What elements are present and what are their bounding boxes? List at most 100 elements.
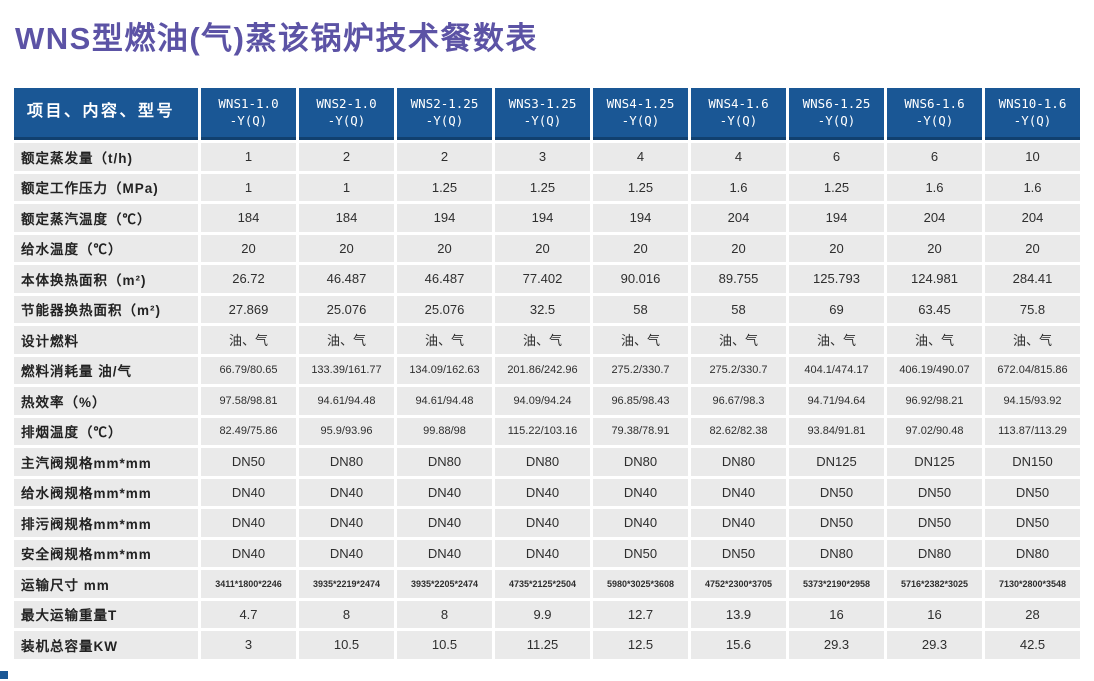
value-cell: 油、气 — [887, 326, 982, 354]
value-cell: 204 — [691, 204, 786, 232]
value-cell: 46.487 — [299, 265, 394, 293]
model-header-cell: WNS4-1.25 -Y(Q) — [593, 88, 688, 140]
value-cell: 46.487 — [397, 265, 492, 293]
value-cell: 82.49/75.86 — [201, 417, 296, 445]
row-label: 安全阀规格mm*mm — [14, 539, 198, 567]
value-cell: 29.3 — [789, 631, 884, 659]
value-cell: 194 — [495, 204, 590, 232]
value-cell: 2 — [397, 143, 492, 171]
value-cell: 1.6 — [985, 173, 1080, 201]
value-cell: 4 — [593, 143, 688, 171]
value-cell: 404.1/474.17 — [789, 356, 884, 384]
value-cell: 15.6 — [691, 631, 786, 659]
value-cell: 194 — [789, 204, 884, 232]
row-label: 额定蒸汽温度（℃） — [14, 204, 198, 232]
value-cell: 194 — [593, 204, 688, 232]
value-cell: 89.755 — [691, 265, 786, 293]
row-label: 排污阀规格mm*mm — [14, 509, 198, 537]
value-cell: 194 — [397, 204, 492, 232]
value-cell: DN50 — [593, 539, 688, 567]
value-cell: 8 — [397, 600, 492, 628]
value-cell: DN40 — [495, 478, 590, 506]
value-cell: 82.62/82.38 — [691, 417, 786, 445]
value-cell: 12.5 — [593, 631, 688, 659]
value-cell: 油、气 — [495, 326, 590, 354]
value-cell: 油、气 — [789, 326, 884, 354]
value-cell: 4.7 — [201, 600, 296, 628]
value-cell: 184 — [201, 204, 296, 232]
value-cell: 201.86/242.96 — [495, 356, 590, 384]
value-cell: 8 — [299, 600, 394, 628]
row-label: 节能器换热面积（m²) — [14, 295, 198, 323]
row-label: 本体换热面积（m²) — [14, 265, 198, 293]
value-cell: 油、气 — [201, 326, 296, 354]
value-cell: 5373*2190*2958 — [789, 570, 884, 598]
value-cell: 69 — [789, 295, 884, 323]
value-cell: 13.9 — [691, 600, 786, 628]
value-cell: 3 — [495, 143, 590, 171]
value-cell: 1.25 — [789, 173, 884, 201]
value-cell: 58 — [593, 295, 688, 323]
value-cell: 32.5 — [495, 295, 590, 323]
value-cell: DN40 — [691, 509, 786, 537]
value-cell: 96.67/98.3 — [691, 387, 786, 415]
value-cell: 20 — [789, 234, 884, 262]
row-label: 热效率（%） — [14, 387, 198, 415]
value-cell: 115.22/103.16 — [495, 417, 590, 445]
value-cell: 75.8 — [985, 295, 1080, 323]
corner-header-cell: 项目、内容、型号 — [14, 88, 198, 140]
value-cell: 94.71/94.64 — [789, 387, 884, 415]
value-cell: 3411*1800*2246 — [201, 570, 296, 598]
value-cell: DN80 — [299, 448, 394, 476]
value-cell: 1.25 — [397, 173, 492, 201]
model-header-cell: WNS6-1.25 -Y(Q) — [789, 88, 884, 140]
value-cell: DN40 — [299, 509, 394, 537]
value-cell: 3935*2219*2474 — [299, 570, 394, 598]
value-cell: DN40 — [495, 509, 590, 537]
row-label: 给水阀规格mm*mm — [14, 478, 198, 506]
value-cell: 79.38/78.91 — [593, 417, 688, 445]
value-cell: 1.25 — [593, 173, 688, 201]
value-cell: 97.58/98.81 — [201, 387, 296, 415]
row-label: 燃料消耗量 油/气 — [14, 356, 198, 384]
value-cell: DN50 — [789, 478, 884, 506]
value-cell: 406.19/490.07 — [887, 356, 982, 384]
value-cell: 20 — [691, 234, 786, 262]
value-cell: 96.85/98.43 — [593, 387, 688, 415]
value-cell: 12.7 — [593, 600, 688, 628]
value-cell: 25.076 — [299, 295, 394, 323]
value-cell: 20 — [495, 234, 590, 262]
value-cell: 28 — [985, 600, 1080, 628]
value-cell: 4735*2125*2504 — [495, 570, 590, 598]
value-cell: 94.61/94.48 — [397, 387, 492, 415]
value-cell: 20 — [397, 234, 492, 262]
value-cell: 1.6 — [691, 173, 786, 201]
value-cell: 1.6 — [887, 173, 982, 201]
value-cell: 184 — [299, 204, 394, 232]
value-cell: 油、气 — [985, 326, 1080, 354]
value-cell: 284.41 — [985, 265, 1080, 293]
value-cell: DN50 — [985, 509, 1080, 537]
value-cell: 90.016 — [593, 265, 688, 293]
bottom-left-corner-mark — [0, 671, 8, 679]
value-cell: 95.9/93.96 — [299, 417, 394, 445]
value-cell: 94.61/94.48 — [299, 387, 394, 415]
value-cell: DN80 — [593, 448, 688, 476]
value-cell: DN40 — [201, 539, 296, 567]
value-cell: DN80 — [985, 539, 1080, 567]
value-cell: 1 — [201, 143, 296, 171]
value-cell: 125.793 — [789, 265, 884, 293]
value-cell: 1 — [299, 173, 394, 201]
value-cell: 3 — [201, 631, 296, 659]
row-label: 设计燃料 — [14, 326, 198, 354]
value-cell: DN80 — [397, 448, 492, 476]
value-cell: DN50 — [789, 509, 884, 537]
value-cell: DN50 — [887, 478, 982, 506]
value-cell: 124.981 — [887, 265, 982, 293]
value-cell: DN40 — [593, 509, 688, 537]
value-cell: DN40 — [201, 509, 296, 537]
value-cell: 11.25 — [495, 631, 590, 659]
value-cell: 94.09/94.24 — [495, 387, 590, 415]
value-cell: 6 — [887, 143, 982, 171]
value-cell: 7130*2800*3548 — [985, 570, 1080, 598]
